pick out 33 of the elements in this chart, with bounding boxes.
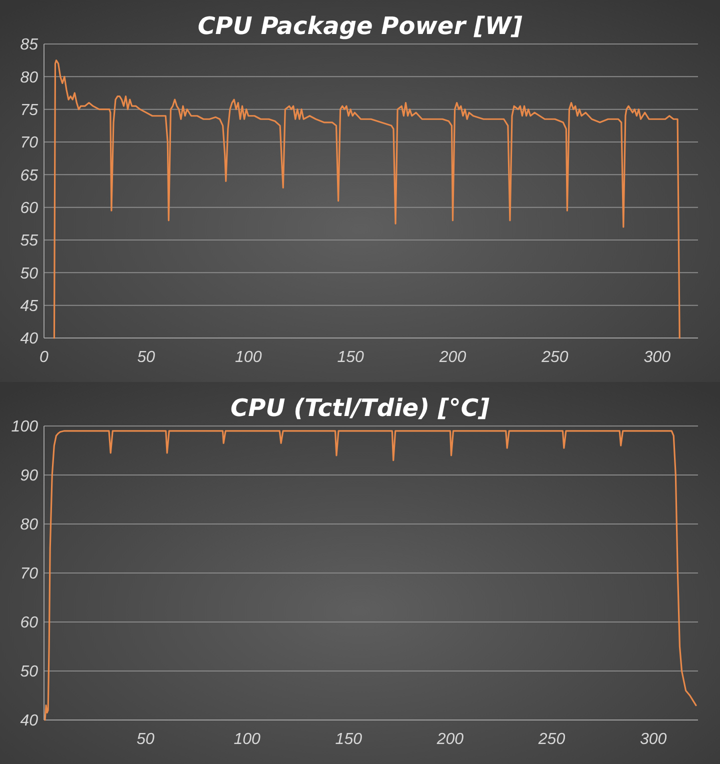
- y-tick-label: 90: [20, 468, 38, 485]
- x-tick-label: 150: [337, 349, 364, 366]
- y-tick-label: 85: [20, 36, 38, 54]
- y-tick-label: 40: [20, 712, 38, 730]
- y-tick-label: 75: [20, 102, 38, 119]
- y-tick-label: 50: [20, 265, 38, 282]
- x-tick-label: 100: [235, 349, 262, 366]
- x-tick-label: 100: [234, 731, 261, 748]
- x-tick-label: 50: [137, 349, 156, 366]
- y-tick-label: 100: [11, 418, 38, 436]
- x-tick-label: 150: [335, 731, 362, 748]
- x-tick-label: 250: [540, 349, 568, 366]
- y-tick-label: 60: [20, 200, 38, 217]
- y-tick-label: 45: [20, 298, 38, 315]
- y-tick-label: 40: [20, 330, 38, 348]
- y-tick-label: 60: [20, 614, 38, 632]
- y-tick-label: 70: [20, 566, 38, 583]
- chart-title: CPU (Tctl/Tdie) [°C]: [230, 394, 490, 422]
- y-tick-label: 70: [20, 134, 38, 152]
- x-tick-label: 0: [40, 349, 49, 366]
- y-tick-label: 80: [20, 69, 38, 86]
- y-tick-label: 65: [20, 167, 38, 184]
- y-tick-label: 55: [20, 232, 38, 250]
- x-tick-label: 200: [436, 731, 464, 748]
- line-series: [53, 60, 680, 339]
- x-tick-label: 200: [438, 349, 466, 366]
- y-tick-label: 80: [20, 516, 38, 534]
- chart-title: CPU Package Power [W]: [198, 12, 522, 40]
- x-tick-label: 300: [644, 349, 671, 366]
- x-tick-label: 300: [640, 731, 667, 748]
- y-tick-label: 50: [20, 664, 38, 681]
- x-tick-label: 250: [537, 731, 566, 748]
- x-tick-label: 50: [136, 731, 155, 748]
